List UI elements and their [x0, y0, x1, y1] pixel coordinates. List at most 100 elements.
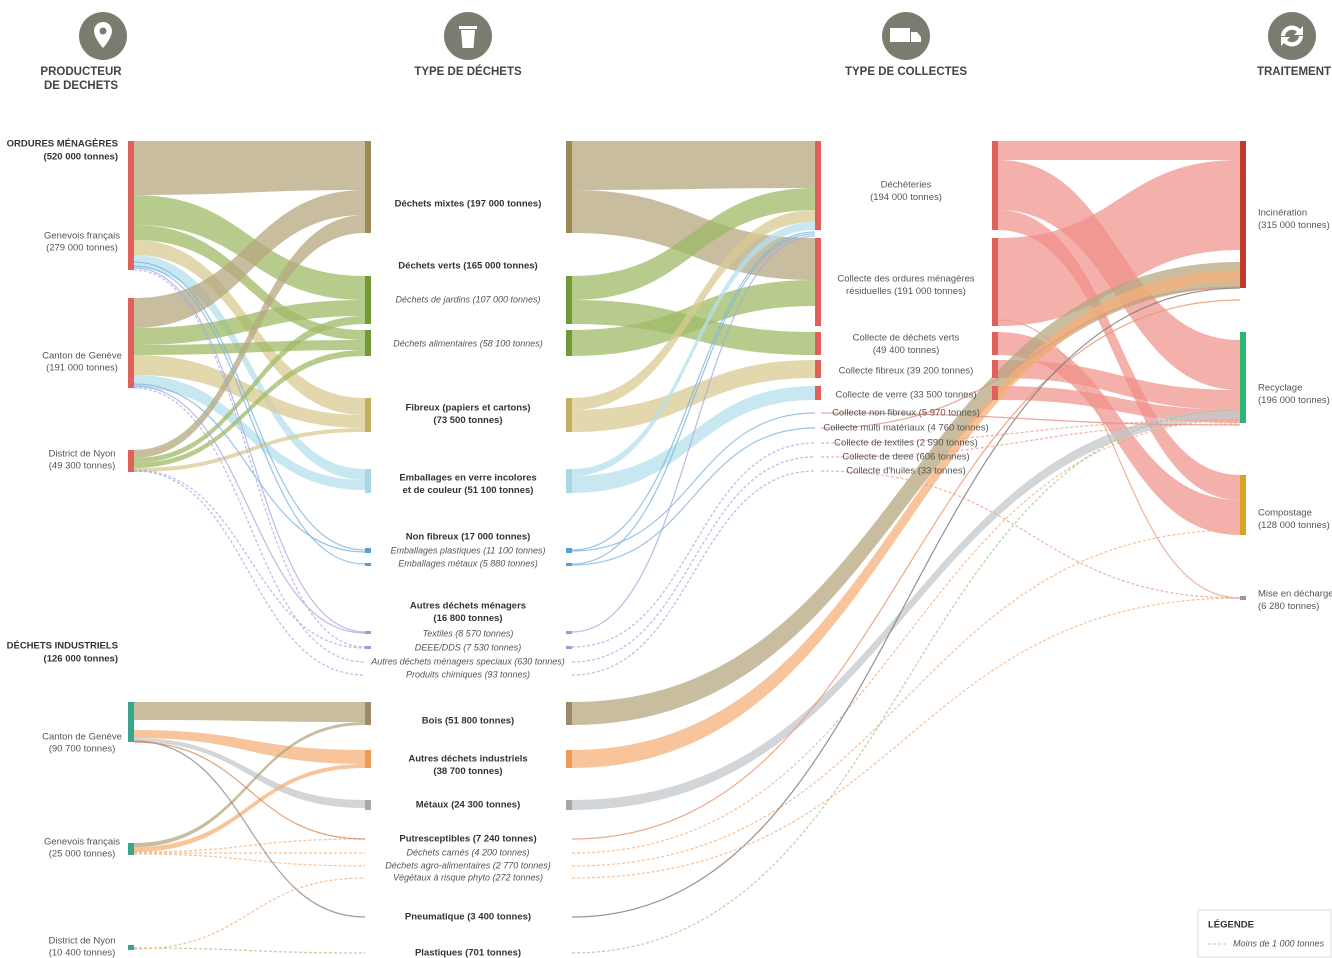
thin-flow [133, 470, 366, 676]
collection-type: (49 400 tonnes) [873, 345, 940, 356]
flow [572, 222, 815, 476]
flow [998, 360, 1240, 410]
node-bar [128, 298, 134, 388]
producer-group: ORDURES MÉNAGÈRES [7, 139, 118, 150]
collection-type: Collecte multi matériaux (4 760 tonnes) [823, 423, 988, 434]
node-bar [365, 631, 371, 634]
node-bar [815, 141, 821, 230]
flows [133, 141, 1241, 954]
thin-flow [571, 427, 816, 566]
thin-flow [133, 469, 366, 649]
thin-flow [820, 423, 1241, 458]
flow [134, 764, 365, 852]
thin-flow [571, 412, 816, 552]
flow [998, 210, 1240, 500]
icon-treatment [1268, 12, 1316, 60]
waste-type: Déchets carnés (4 200 tonnes) [406, 847, 529, 857]
node-bar [128, 141, 134, 270]
icon-pin-hole [99, 27, 107, 35]
thin-flow [571, 529, 1241, 867]
flow [998, 386, 1240, 423]
waste-type: Fibreux (papiers et cartons) [405, 403, 530, 414]
node-bar [992, 386, 998, 400]
waste-type: Non fibreux (17 000 tonnes) [406, 532, 531, 543]
treatment: (6 280 tonnes) [1258, 601, 1319, 612]
flow [572, 410, 1240, 810]
node-bar [992, 238, 998, 326]
node-bar [365, 750, 371, 768]
thin-flow [133, 838, 366, 853]
node-bar [815, 360, 821, 378]
waste-type: (38 700 tonnes) [433, 766, 502, 777]
icon-bin [459, 26, 477, 48]
node-bar [365, 646, 371, 649]
collection-type: Collecte d'huiles (33 tonnes) [846, 466, 966, 477]
producer-region: District de Nyon [48, 936, 115, 947]
node-bar [566, 702, 572, 725]
flow [134, 350, 365, 468]
thin-flow [133, 267, 366, 633]
flow [134, 225, 365, 340]
producer-region: Genevois français [44, 837, 120, 848]
waste-type: Plastiques (701 tonnes) [415, 948, 521, 958]
treatment: Recyclage [1258, 383, 1302, 394]
thin-flow [133, 740, 366, 918]
producer-group: (126 000 tonnes) [44, 654, 118, 665]
flow [134, 730, 365, 764]
waste-type: Autres déchets ménagers [410, 601, 526, 612]
node-bar [566, 750, 572, 768]
treatment: Compostage [1258, 508, 1312, 519]
node-bar [365, 330, 371, 356]
waste-type: Emballages plastiques (11 100 tonnes) [391, 545, 546, 555]
thin-flow [133, 853, 366, 867]
thin-flow [133, 265, 366, 565]
waste-type: Bois (51 800 tonnes) [422, 716, 514, 727]
legend-box [1197, 909, 1332, 958]
thin-flow [571, 442, 816, 648]
header-icons [79, 12, 1316, 60]
collection-type: Collecte non fibreux (5 970 tonnes) [832, 408, 980, 419]
collection-type: résiduelles (191 000 tonnes) [846, 286, 966, 297]
thin-flow [571, 231, 816, 551]
flow [572, 360, 815, 432]
producer-region: Genevois français [44, 231, 120, 242]
legend-item: Moins de 1 000 tonnes [1233, 938, 1325, 948]
waste-type: Déchets verts (165 000 tonnes) [398, 261, 537, 272]
node-bar [815, 332, 821, 355]
node-bar [365, 548, 371, 553]
node-bar [992, 332, 998, 355]
treatment: (128 000 tonnes) [1258, 520, 1330, 531]
waste-type: Autres déchets industriels [408, 754, 527, 765]
collection-type: Collecte de déchets verts [853, 333, 960, 344]
collection-type: (194 000 tonnes) [870, 192, 942, 203]
node-bar [365, 563, 371, 566]
producer-region: (191 000 tonnes) [46, 363, 118, 374]
thin-flow [133, 947, 366, 954]
icon-pin [94, 22, 112, 48]
node-bar [365, 469, 371, 493]
thin-flow [571, 456, 816, 663]
waste-type: Déchets mixtes (197 000 tonnes) [395, 199, 542, 210]
flow [998, 141, 1240, 160]
node-bar [566, 469, 572, 493]
legend: LÉGENDE Moins de 1 000 tonnes [1197, 909, 1332, 958]
waste-type: Déchets de jardins (107 000 tonnes) [395, 294, 540, 304]
node-bar [1240, 596, 1246, 600]
producer-group: (520 000 tonnes) [44, 152, 118, 163]
node-bar [128, 843, 134, 855]
treatment: Incinération [1258, 208, 1307, 219]
legend-title: LÉGENDE [1208, 920, 1254, 931]
bars [128, 141, 1246, 950]
producer-group: DÉCHETS INDUSTRIELS [7, 641, 118, 652]
waste-type: Végétaux à risque phyto (272 tonnes) [393, 872, 543, 882]
collection-type: Déchèteries [881, 180, 932, 191]
node-bar [566, 330, 572, 356]
thin-flow [571, 299, 1241, 840]
node-bar [1240, 475, 1246, 535]
node-bar [566, 398, 572, 432]
node-bar [128, 945, 134, 950]
flow [572, 262, 1240, 725]
collection-type: Collecte de textiles (2 590 tonnes) [834, 438, 978, 449]
flow [134, 141, 365, 195]
